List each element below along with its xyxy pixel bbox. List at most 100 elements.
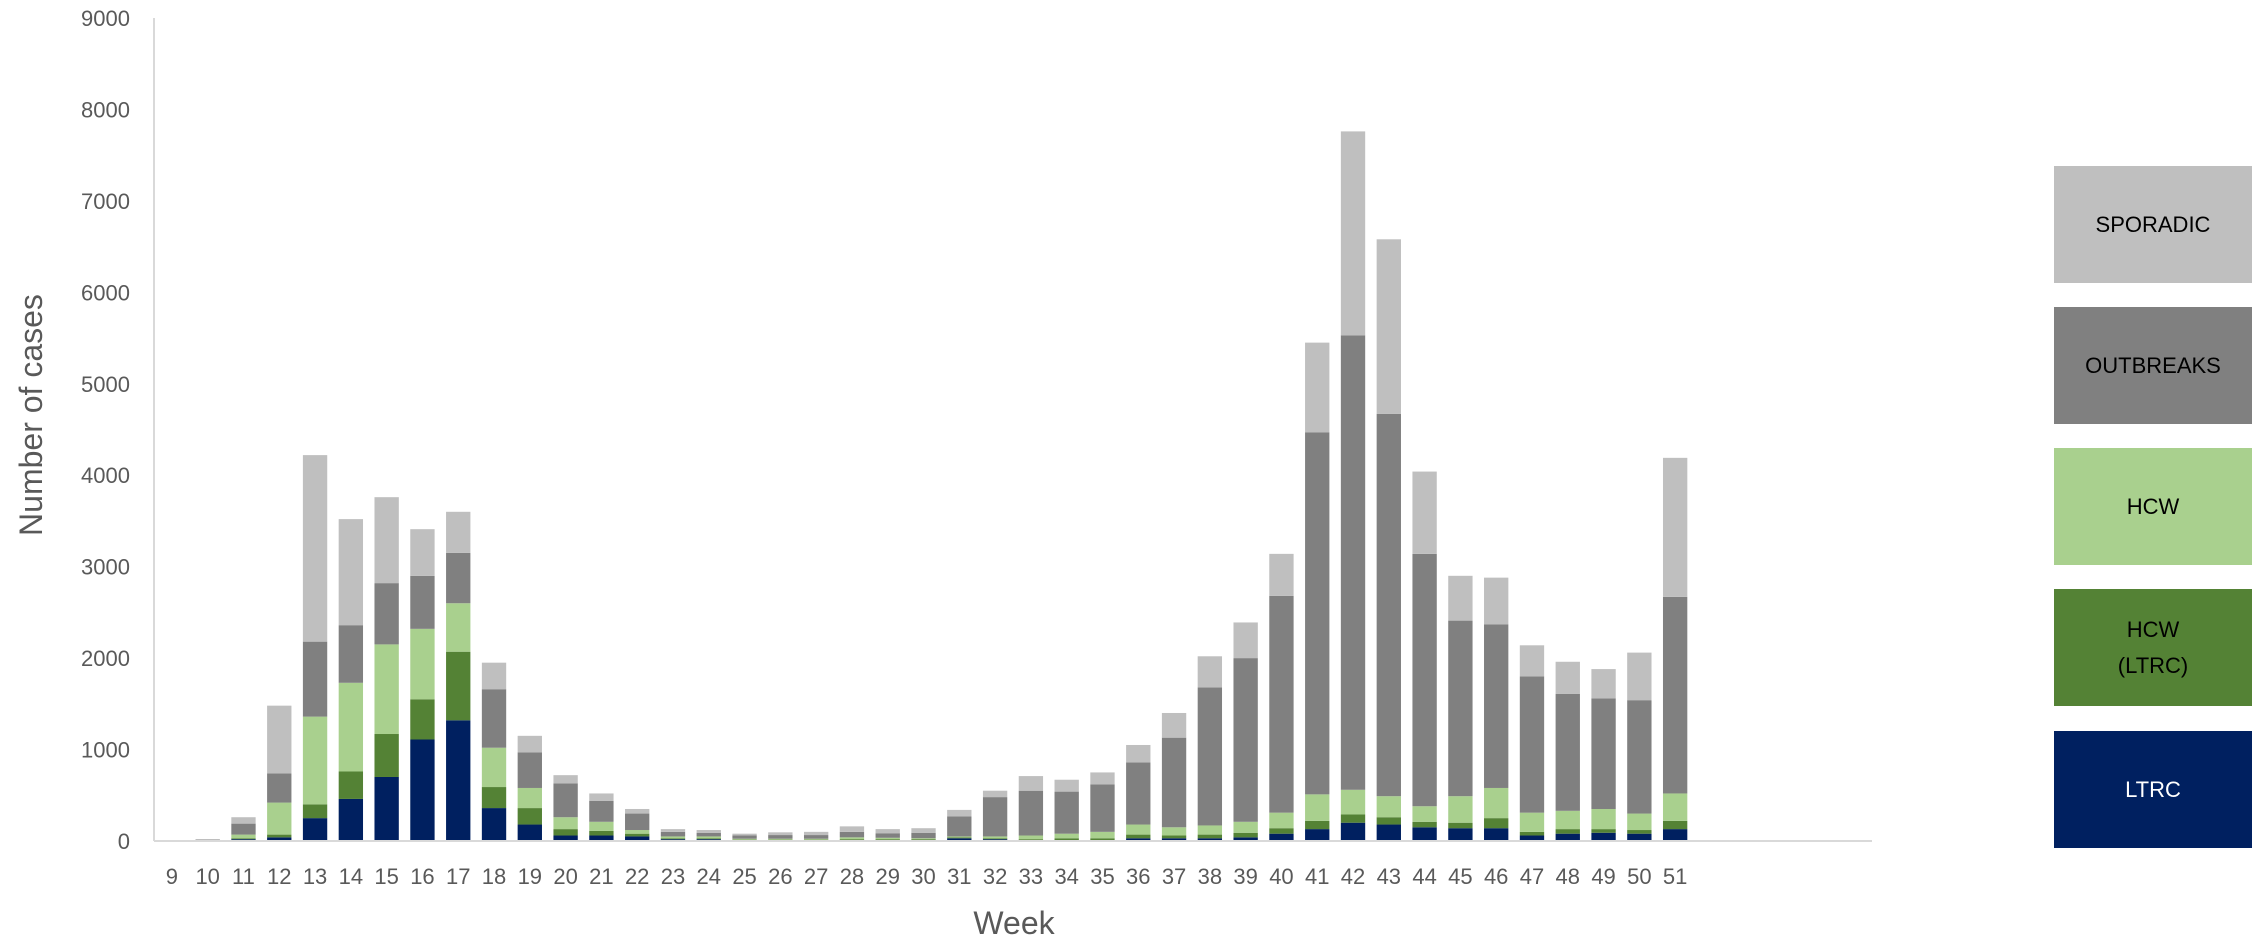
bar-segment <box>696 838 721 840</box>
y-axis-ticks: 0 1000 2000 3000 4000 5000 6000 7000 8000 9000 <box>81 6 130 854</box>
x-tick-label: 24 <box>697 864 721 889</box>
y-tick-label: 0 <box>118 829 130 854</box>
bar-segment <box>1555 829 1580 834</box>
bar-segment <box>660 829 686 832</box>
bar-segment <box>1054 779 1079 792</box>
x-tick-label: 49 <box>1591 864 1615 889</box>
bar-segment <box>481 662 507 690</box>
bar-segment <box>1412 821 1437 828</box>
bar-segment <box>1448 828 1473 841</box>
bar-segment <box>517 824 542 841</box>
bar-segment <box>768 832 793 836</box>
bar-segment <box>374 497 399 584</box>
bar-segment <box>231 817 256 824</box>
y-tick-label: 9000 <box>81 6 130 31</box>
bar-segment <box>1376 824 1401 841</box>
x-tick-label: 26 <box>768 864 792 889</box>
bar-segment <box>839 837 865 840</box>
bar-segment <box>1269 553 1294 596</box>
bar-segment <box>1627 830 1652 834</box>
bar-segment <box>1591 698 1616 809</box>
bar-segment <box>696 836 721 839</box>
bar-segment <box>1448 575 1473 621</box>
bar-segment <box>803 831 829 836</box>
bar-segment <box>1233 837 1258 841</box>
bar-segment <box>1662 596 1688 794</box>
bar-segment <box>1448 620 1473 797</box>
x-tick-label: 31 <box>947 864 971 889</box>
x-tick-label: 19 <box>518 864 542 889</box>
x-tick-label: 22 <box>625 864 649 889</box>
bar-segment <box>1161 838 1187 841</box>
bar-segment <box>1591 808 1616 830</box>
bar-segment <box>947 838 972 841</box>
bar-segment <box>589 835 614 841</box>
bar-segment <box>803 835 829 839</box>
bar-segment <box>1412 806 1437 822</box>
bar-segment <box>410 529 435 576</box>
bar-segment <box>1269 828 1294 834</box>
bar-segment <box>1627 833 1652 841</box>
x-tick-label: 41 <box>1305 864 1329 889</box>
bar-segment <box>267 837 292 841</box>
bar-segment <box>1197 838 1223 841</box>
bar-segment <box>1484 624 1509 788</box>
bar-segment <box>696 832 721 837</box>
bar-segment <box>1662 793 1688 821</box>
bar-segment <box>803 838 829 840</box>
bar-segment <box>875 833 900 838</box>
bar-segment <box>1376 796 1401 818</box>
bar-segment <box>410 739 435 841</box>
x-tick-label: 32 <box>983 864 1007 889</box>
bar-segment <box>1018 776 1044 791</box>
bar-segment <box>1662 829 1688 841</box>
bar-segment <box>1555 661 1580 694</box>
legend-entry: SPORADIC <box>2054 166 2252 283</box>
bar-segment <box>911 832 936 839</box>
y-tick-label: 3000 <box>81 555 130 580</box>
bar-segment <box>1018 790 1044 836</box>
bar-segment <box>625 833 650 837</box>
bar-segment <box>1519 831 1545 836</box>
bar-segment <box>1555 810 1580 830</box>
bar-segment <box>660 831 686 837</box>
bar-segment <box>1591 669 1616 699</box>
bar-segment <box>1126 838 1151 841</box>
x-tick-label: 29 <box>875 864 899 889</box>
x-tick-label: 20 <box>553 864 577 889</box>
bar-segment <box>1484 818 1509 829</box>
x-tick-label: 15 <box>374 864 398 889</box>
legend-entry: OUTBREAKS <box>2054 307 2252 424</box>
bar-segment <box>1126 834 1151 839</box>
bar-segment <box>1376 817 1401 825</box>
x-tick-label: 36 <box>1126 864 1150 889</box>
x-tick-label: 47 <box>1520 864 1544 889</box>
bar-segment <box>517 752 542 788</box>
bar-segment <box>1305 342 1330 433</box>
x-tick-label: 43 <box>1377 864 1401 889</box>
bar-segment <box>267 773 292 803</box>
bar-segment <box>517 808 542 825</box>
bar-segment <box>410 628 435 700</box>
x-tick-label: 11 <box>232 864 255 889</box>
bar-segment <box>410 575 435 629</box>
x-tick-label: 16 <box>410 864 434 889</box>
bar-segment <box>1126 744 1151 763</box>
bar-segment <box>553 829 578 836</box>
bar-segment <box>982 836 1008 839</box>
bar-segment <box>1161 827 1187 836</box>
bar-segment <box>1126 762 1151 825</box>
bar-segment <box>1519 812 1545 832</box>
bar-segment <box>267 834 292 838</box>
bar-segment <box>732 835 757 839</box>
bar-segment <box>1555 693 1580 811</box>
bar-segment <box>625 813 650 831</box>
bar-segment <box>1018 839 1044 841</box>
bar-segment <box>911 828 936 833</box>
bar-segment <box>1340 814 1366 823</box>
x-axis-title: Week <box>973 905 1055 939</box>
bar-segment <box>374 583 399 645</box>
y-tick-label: 5000 <box>81 372 130 397</box>
bar-segment <box>1412 827 1437 841</box>
bar-segment <box>267 802 292 835</box>
